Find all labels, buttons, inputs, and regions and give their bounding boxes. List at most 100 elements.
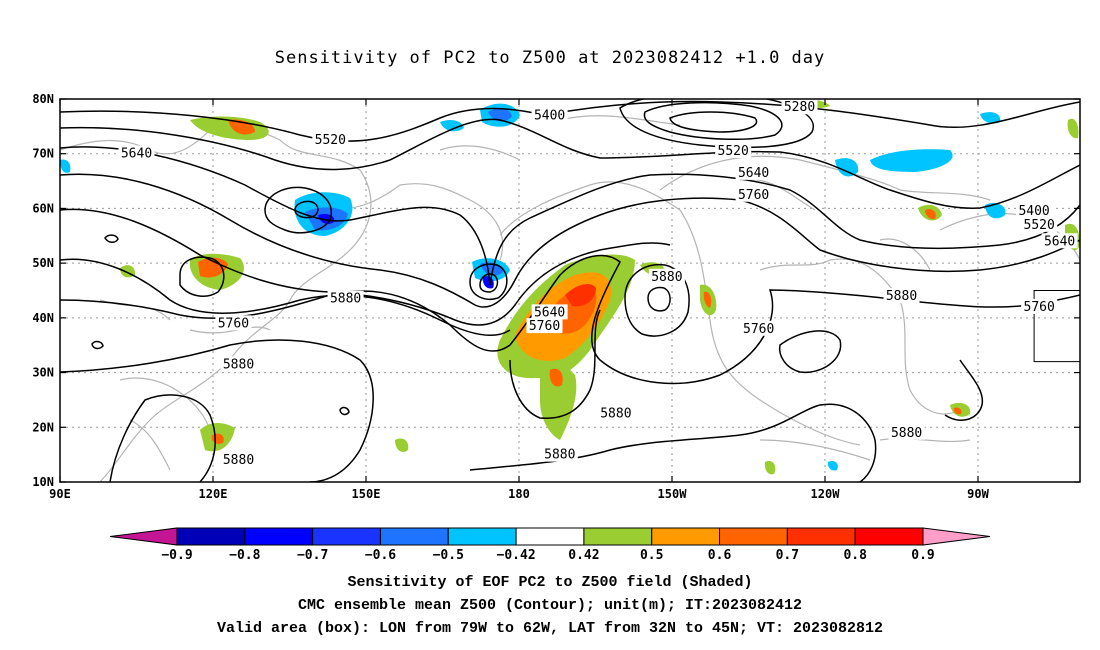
colorbar-level-label: −0.9 [161,548,192,563]
colorbar-swatch [854,527,924,546]
lon-axis-labels: 90E120E150E180150W120W90W60W [49,487,989,501]
plot-title: Sensitivity of PC2 to Z500 at 2023082412… [274,48,826,68]
contour-label-bg [531,107,568,123]
colorbar-level-label: 0.8 [843,548,867,563]
contour-label-bg [597,405,634,421]
colorbar-level-label: −0.42 [497,548,536,563]
lon-tick-label: 120E [199,487,228,501]
contour-label-bg [1021,298,1058,314]
contour-label: 5880 [651,270,682,285]
contour-label-bg [312,132,349,148]
contour-label-bg [1041,233,1078,249]
contour-label: 5640 [534,305,565,320]
contour-label: 5880 [1085,371,1100,386]
lon-tick-label: 150W [658,487,688,501]
lat-tick-label: 50N [32,256,54,270]
contour-label-bg [883,287,920,303]
contour-label-bg [118,145,155,161]
contour-label-bg [526,318,563,334]
colorbar-swatch [312,527,381,546]
lat-tick-label: 70N [32,147,54,161]
colorbar-level-label: −0.7 [297,548,328,563]
contour-label: 5760 [529,319,560,334]
lat-tick-label: 80N [32,92,54,106]
colorbar-swatch [176,527,246,546]
contour-label-bg [1021,216,1058,232]
contour-label-bg [1082,370,1100,385]
colorbar-swatch [583,527,653,546]
colorbar-low-extend [109,527,178,546]
contour-label-bg [541,446,578,462]
contour-label-bg [740,320,777,336]
contour-label: 5280 [784,100,815,115]
lat-tick-label: 20N [32,420,54,434]
contour-label-bg [220,452,257,468]
map-frame [59,98,1081,483]
caption-line-3: Valid area (box): LON from 79W to 62W, L… [216,620,884,637]
colorbar-level-label: 0.42 [568,548,599,563]
contour-label: 5400 [534,108,565,123]
contour-label: 5520 [718,144,749,159]
contour-label-bg [648,268,685,284]
axis-ticks [59,98,1080,483]
contour-label: 5520 [315,133,346,148]
lat-tick-label: 60N [32,201,54,215]
contour-label: 5880 [223,357,254,372]
contour-label: 5520 [1024,218,1055,233]
colorbar-level-label: −0.6 [365,548,396,563]
colorbar-swatch [447,527,517,546]
lon-tick-label: 150E [352,487,381,501]
colorbar-level-label: 0.9 [911,548,934,563]
caption-line-2: CMC ensemble mean Z500 (Contour); unit(m… [297,597,803,614]
contour-label-bg [1016,203,1053,219]
colorbar-level-label: −0.5 [433,548,464,563]
contour-label-bg [735,164,772,180]
contour-label: 5760 [738,188,769,203]
caption-line-1: Sensitivity of EOF PC2 to Z500 field (Sh… [347,574,753,591]
colorbar-high-extend [922,527,991,546]
contour-label: 5760 [743,322,774,337]
colorbar-level-label: 0.6 [708,548,732,563]
lat-tick-label: 30N [32,366,54,380]
colorbar-level-label: −0.8 [229,548,260,563]
lon-tick-label: 90E [49,487,71,501]
contour-label-bg [327,290,364,306]
contour-label-bg [735,186,772,202]
contour-label: 5880 [886,289,917,304]
contour-label: 5880 [544,448,575,463]
contour-label: 5400 [1018,204,1049,219]
lon-tick-label: 180 [508,487,530,501]
lon-tick-label: 120W [811,487,841,501]
contour-label-bg [888,424,925,440]
colorbar: −0.9 −0.8 −0.7 −0.6 −0.5 −0.42 0.42 0.5 0.6 0.7 0.… [109,527,991,563]
lat-axis-labels: 80N 70N 60N 50N 40N 30N 20N 10N [32,92,54,489]
contour-label-bg [781,99,818,115]
contour-label: 5880 [600,407,631,422]
colorbar-swatch [786,527,856,546]
lat-tick-label: 40N [32,311,54,325]
contour-label: 5640 [121,147,152,162]
contour-label: 5640 [738,166,769,181]
colorbar-level-label: 0.7 [776,548,799,563]
contour-label: 5760 [1024,300,1055,315]
contour-label-bg [215,315,252,331]
colorbar-swatch [244,527,314,546]
colorbar-swatch [719,527,788,546]
contour-label: 5880 [891,426,922,441]
lon-tick-label: 90W [967,487,989,501]
lat-tick-label: 10N [32,475,54,489]
colorbar-swatch [515,527,585,546]
contour-label-bg [220,356,257,372]
valid-area-box [1033,290,1080,363]
colorbar-swatch [379,527,449,546]
contour-label: 5880 [330,292,361,307]
colorbar-swatch [651,527,721,546]
contour-label: 5880 [223,453,254,468]
contour-label-bg [531,304,568,320]
contour-label-bg [715,142,752,158]
contour-label: 5640 [1044,234,1075,249]
contour-label: 5760 [218,316,249,331]
colorbar-level-label: 0.5 [640,548,663,563]
